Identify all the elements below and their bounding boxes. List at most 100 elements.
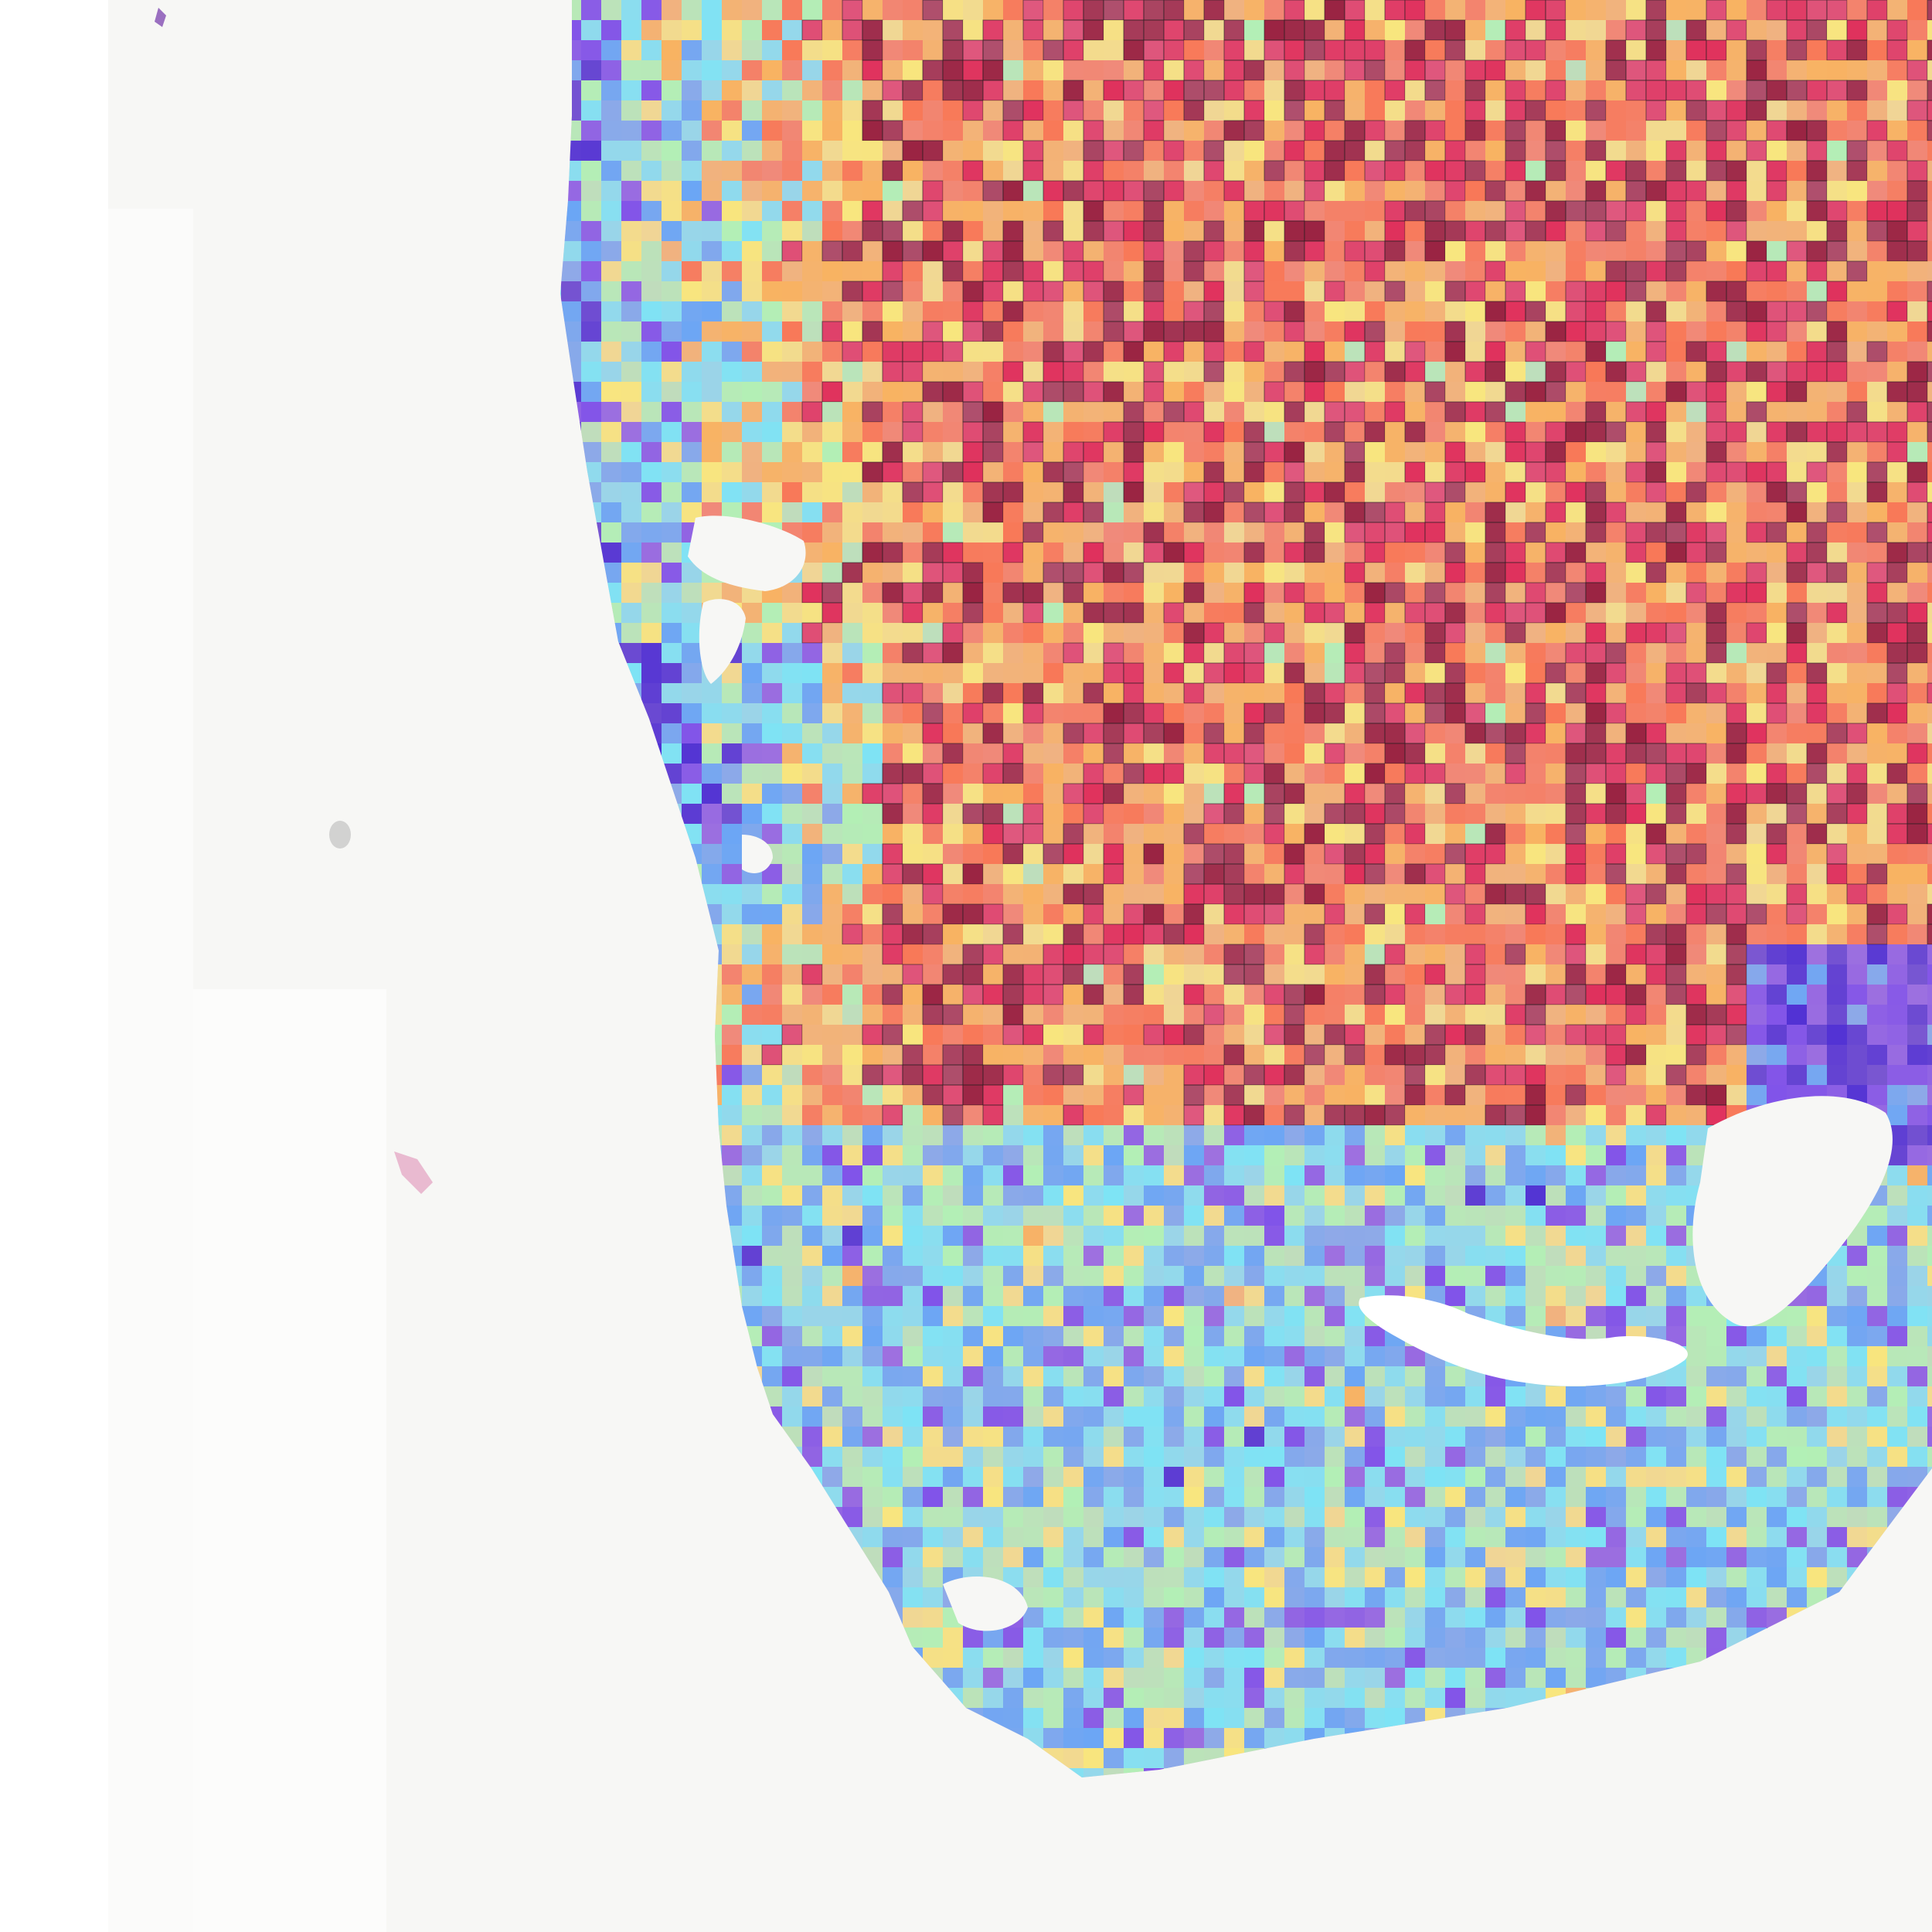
- heatmap-patch: [1645, 622, 1667, 644]
- heatmap-patch: [1626, 924, 1646, 944]
- heatmap-patch: [1345, 1246, 1365, 1266]
- heatmap-patch: [862, 924, 883, 944]
- heatmap-patch: [1505, 39, 1526, 61]
- heatmap-patch: [1846, 19, 1868, 41]
- heatmap-patch: [1063, 39, 1084, 61]
- heatmap-patch: [883, 402, 903, 422]
- heatmap-patch: [801, 622, 823, 644]
- heatmap-patch: [1104, 1226, 1124, 1246]
- heatmap-patch: [1104, 1406, 1124, 1427]
- heatmap-patch: [1043, 884, 1063, 904]
- heatmap-patch: [581, 1145, 601, 1165]
- heatmap-patch: [1002, 180, 1024, 202]
- heatmap-patch: [1927, 583, 1932, 603]
- heatmap-patch: [963, 743, 983, 764]
- heatmap-patch: [1003, 1185, 1023, 1206]
- heatmap-patch: [581, 1366, 601, 1386]
- heatmap-patch: [943, 1406, 963, 1427]
- heatmap-patch: [1385, 20, 1405, 40]
- heatmap-patch: [1585, 682, 1607, 704]
- heatmap-patch: [1666, 1045, 1686, 1065]
- heatmap-patch: [1244, 1346, 1264, 1366]
- heatmap-patch: [1002, 1004, 1024, 1026]
- heatmap-patch: [581, 522, 601, 543]
- heatmap-patch: [1927, 0, 1932, 21]
- heatmap-patch: [782, 964, 802, 985]
- heatmap-patch: [982, 763, 1004, 784]
- heatmap-patch: [1304, 964, 1325, 985]
- heatmap-patch: [1646, 141, 1666, 161]
- heatmap-patch: [802, 1085, 822, 1105]
- heatmap-patch: [1384, 582, 1406, 604]
- heatmap-patch: [922, 863, 944, 885]
- heatmap-patch: [662, 382, 682, 402]
- heatmap-patch: [1224, 342, 1244, 362]
- heatmap-patch: [982, 1064, 1004, 1086]
- heatmap-patch: [762, 824, 782, 844]
- heatmap-patch: [1444, 401, 1466, 423]
- heatmap-patch: [621, 402, 641, 422]
- heatmap-patch: [862, 1145, 883, 1165]
- heatmap-patch: [742, 1165, 762, 1185]
- heatmap-patch: [1022, 1024, 1044, 1046]
- heatmap-patch: [922, 1004, 944, 1026]
- heatmap-patch: [601, 60, 621, 80]
- heatmap-patch: [641, 1226, 662, 1246]
- heatmap-patch: [802, 362, 822, 382]
- heatmap-patch: [1485, 883, 1506, 905]
- heatmap-patch: [1685, 381, 1707, 403]
- heatmap-patch: [883, 40, 903, 60]
- heatmap-patch: [1767, 623, 1787, 643]
- heatmap-patch: [1646, 1286, 1666, 1306]
- heatmap-patch: [943, 161, 963, 181]
- heatmap-patch: [1747, 1045, 1767, 1065]
- heatmap-patch: [862, 261, 883, 281]
- heatmap-patch: [1605, 843, 1627, 865]
- heatmap-patch: [1747, 643, 1767, 663]
- heatmap-patch: [802, 1005, 822, 1025]
- heatmap-patch: [1847, 482, 1867, 502]
- heatmap-patch: [1465, 261, 1485, 281]
- heatmap-patch: [1223, 1084, 1245, 1106]
- heatmap-patch: [1666, 1105, 1686, 1125]
- heatmap-patch: [1324, 481, 1345, 503]
- heatmap-patch: [1605, 281, 1627, 302]
- heatmap-patch: [722, 1206, 742, 1226]
- heatmap-patch: [1807, 60, 1827, 80]
- heatmap-patch: [1546, 1045, 1566, 1065]
- heatmap-patch: [903, 623, 923, 643]
- heatmap-patch: [1887, 482, 1907, 502]
- heatmap-patch: [822, 1065, 842, 1085]
- heatmap-patch: [1425, 342, 1445, 362]
- heatmap-patch: [1766, 461, 1787, 483]
- heatmap-patch: [1364, 341, 1386, 362]
- heatmap-patch: [1404, 682, 1426, 704]
- heatmap-patch: [1385, 924, 1405, 944]
- heatmap-patch: [983, 884, 1003, 904]
- heatmap-patch: [1445, 944, 1465, 964]
- heatmap-patch: [1565, 843, 1587, 865]
- heatmap-patch: [902, 200, 923, 222]
- heatmap-patch: [1104, 1145, 1124, 1165]
- heatmap-patch: [862, 1306, 883, 1326]
- heatmap-patch: [1747, 201, 1767, 221]
- heatmap-patch: [1787, 522, 1807, 543]
- heatmap-patch: [1325, 241, 1345, 261]
- heatmap-patch: [1003, 944, 1023, 964]
- heatmap-patch: [682, 623, 702, 643]
- heatmap-patch: [1445, 643, 1465, 663]
- heatmap-patch: [1003, 402, 1023, 422]
- heatmap-patch: [1345, 100, 1365, 121]
- heatmap-patch: [1505, 1045, 1526, 1065]
- heatmap-patch: [1264, 924, 1284, 944]
- heatmap-patch: [1083, 864, 1104, 884]
- heatmap-patch: [1023, 1326, 1043, 1346]
- heatmap-patch: [1767, 141, 1787, 161]
- heatmap-patch: [1003, 141, 1023, 161]
- heatmap-patch: [782, 824, 802, 844]
- heatmap-patch: [1586, 80, 1606, 100]
- heatmap-patch: [742, 1105, 762, 1125]
- heatmap-patch: [1565, 763, 1587, 784]
- heatmap-patch: [1706, 924, 1726, 944]
